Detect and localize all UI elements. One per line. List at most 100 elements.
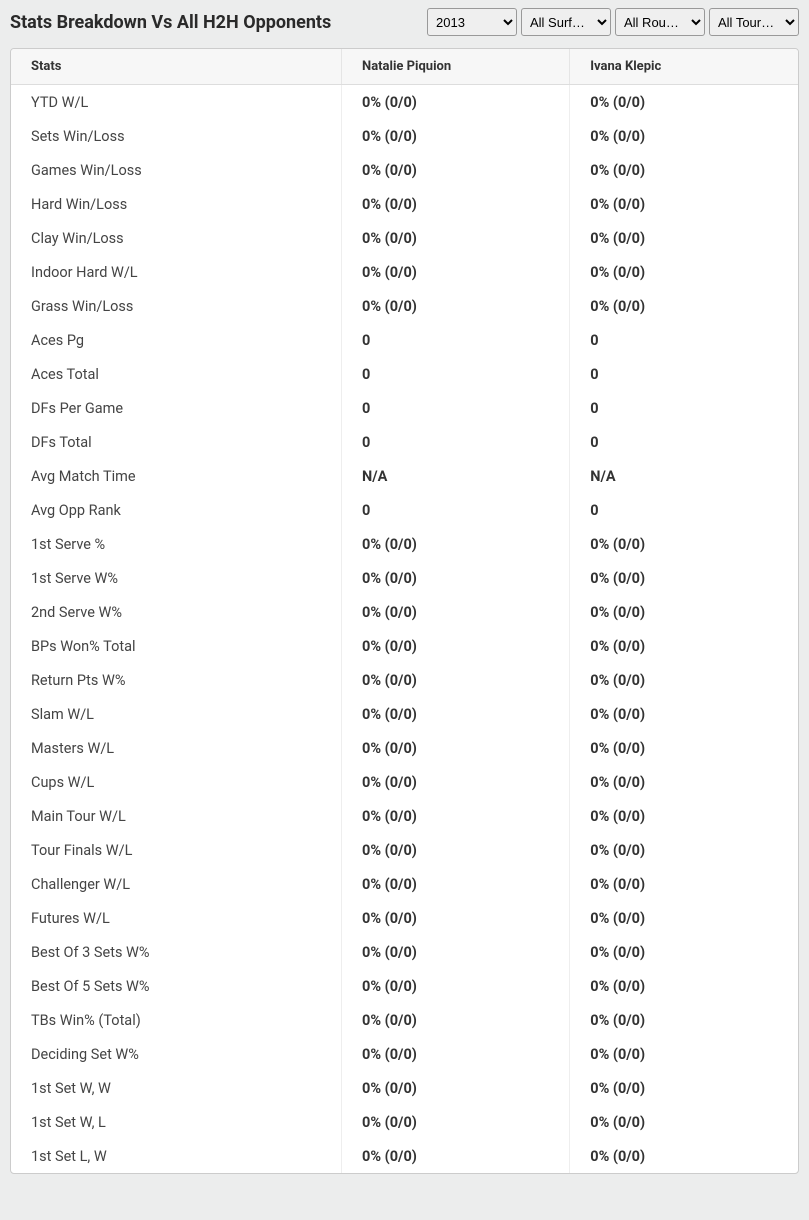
stat-value: 0% (0/0) <box>570 187 798 221</box>
round-select[interactable]: All Rou… <box>615 8 705 36</box>
stat-value: 0% (0/0) <box>570 867 798 901</box>
stat-value: 0% (0/0) <box>342 119 570 153</box>
stat-label: 1st Set W, W <box>11 1071 342 1105</box>
stat-value: 0% (0/0) <box>342 561 570 595</box>
stat-value: 0% (0/0) <box>570 969 798 1003</box>
col-header-player1: Natalie Piquion <box>342 49 570 85</box>
table-row: DFs Per Game00 <box>11 391 798 425</box>
stat-value: 0% (0/0) <box>342 731 570 765</box>
stat-value: 0% (0/0) <box>570 1105 798 1139</box>
stat-value: 0% (0/0) <box>342 697 570 731</box>
stat-value: 0% (0/0) <box>342 935 570 969</box>
stat-label: Avg Match Time <box>11 459 342 493</box>
table-row: Avg Opp Rank00 <box>11 493 798 527</box>
filter-bar: 2013 All Surf… All Rou… All Tour… <box>427 8 799 36</box>
table-row: 1st Set W, L0% (0/0)0% (0/0) <box>11 1105 798 1139</box>
table-row: TBs Win% (Total)0% (0/0)0% (0/0) <box>11 1003 798 1037</box>
tour-select[interactable]: All Tour… <box>709 8 799 36</box>
table-row: Indoor Hard W/L0% (0/0)0% (0/0) <box>11 255 798 289</box>
stat-label: Tour Finals W/L <box>11 833 342 867</box>
stat-value: 0% (0/0) <box>570 153 798 187</box>
stat-value: N/A <box>342 459 570 493</box>
col-header-player2: Ivana Klepic <box>570 49 798 85</box>
stat-value: 0% (0/0) <box>342 153 570 187</box>
table-row: Aces Total00 <box>11 357 798 391</box>
table-row: BPs Won% Total0% (0/0)0% (0/0) <box>11 629 798 663</box>
stat-value: 0 <box>570 493 798 527</box>
table-row: 2nd Serve W%0% (0/0)0% (0/0) <box>11 595 798 629</box>
table-row: Main Tour W/L0% (0/0)0% (0/0) <box>11 799 798 833</box>
stats-table: Stats Natalie Piquion Ivana Klepic YTD W… <box>11 49 798 1173</box>
table-row: 1st Set L, W0% (0/0)0% (0/0) <box>11 1139 798 1173</box>
surface-select[interactable]: All Surf… <box>521 8 611 36</box>
col-header-stats: Stats <box>11 49 342 85</box>
stat-label: Indoor Hard W/L <box>11 255 342 289</box>
stat-label: 1st Serve W% <box>11 561 342 595</box>
table-row: Tour Finals W/L0% (0/0)0% (0/0) <box>11 833 798 867</box>
table-row: 1st Set W, W0% (0/0)0% (0/0) <box>11 1071 798 1105</box>
stats-table-container: Stats Natalie Piquion Ivana Klepic YTD W… <box>10 48 799 1174</box>
stat-value: 0% (0/0) <box>342 629 570 663</box>
stat-label: Futures W/L <box>11 901 342 935</box>
stat-value: 0% (0/0) <box>342 833 570 867</box>
stat-value: 0% (0/0) <box>342 255 570 289</box>
stat-label: Cups W/L <box>11 765 342 799</box>
stat-value: 0% (0/0) <box>342 867 570 901</box>
stat-value: 0% (0/0) <box>342 221 570 255</box>
stat-value: 0% (0/0) <box>570 935 798 969</box>
stat-value: 0% (0/0) <box>342 663 570 697</box>
table-row: Futures W/L0% (0/0)0% (0/0) <box>11 901 798 935</box>
page-title: Stats Breakdown Vs All H2H Opponents <box>10 12 331 33</box>
stat-value: 0% (0/0) <box>570 765 798 799</box>
stat-value: 0% (0/0) <box>342 527 570 561</box>
stat-label: DFs Per Game <box>11 391 342 425</box>
stat-label: DFs Total <box>11 425 342 459</box>
stat-label: BPs Won% Total <box>11 629 342 663</box>
table-row: Slam W/L0% (0/0)0% (0/0) <box>11 697 798 731</box>
stat-value: 0 <box>342 391 570 425</box>
stat-value: 0% (0/0) <box>570 1037 798 1071</box>
table-row: Cups W/L0% (0/0)0% (0/0) <box>11 765 798 799</box>
stat-value: 0% (0/0) <box>570 527 798 561</box>
table-row: YTD W/L0% (0/0)0% (0/0) <box>11 85 798 120</box>
table-row: Deciding Set W%0% (0/0)0% (0/0) <box>11 1037 798 1071</box>
table-row: DFs Total00 <box>11 425 798 459</box>
stat-label: Deciding Set W% <box>11 1037 342 1071</box>
table-row: Games Win/Loss0% (0/0)0% (0/0) <box>11 153 798 187</box>
stat-value: 0% (0/0) <box>342 901 570 935</box>
table-row: Best Of 3 Sets W%0% (0/0)0% (0/0) <box>11 935 798 969</box>
table-row: Sets Win/Loss0% (0/0)0% (0/0) <box>11 119 798 153</box>
stat-value: 0% (0/0) <box>342 1037 570 1071</box>
table-row: Best Of 5 Sets W%0% (0/0)0% (0/0) <box>11 969 798 1003</box>
stat-value: 0% (0/0) <box>570 833 798 867</box>
stat-label: Main Tour W/L <box>11 799 342 833</box>
stat-value: 0% (0/0) <box>342 969 570 1003</box>
page-header: Stats Breakdown Vs All H2H Opponents 201… <box>0 0 809 44</box>
stat-label: Aces Total <box>11 357 342 391</box>
stat-label: Hard Win/Loss <box>11 187 342 221</box>
table-row: Clay Win/Loss0% (0/0)0% (0/0) <box>11 221 798 255</box>
stat-value: 0 <box>342 323 570 357</box>
stat-value: 0% (0/0) <box>570 697 798 731</box>
stat-value: 0% (0/0) <box>342 1139 570 1173</box>
stat-value: 0% (0/0) <box>342 765 570 799</box>
stat-value: 0 <box>570 391 798 425</box>
year-select[interactable]: 2013 <box>427 8 517 36</box>
stat-value: 0% (0/0) <box>570 1139 798 1173</box>
stat-value: 0% (0/0) <box>570 629 798 663</box>
stat-label: YTD W/L <box>11 85 342 120</box>
table-row: Masters W/L0% (0/0)0% (0/0) <box>11 731 798 765</box>
stat-value: 0% (0/0) <box>570 119 798 153</box>
stat-value: 0% (0/0) <box>342 595 570 629</box>
stat-value: 0% (0/0) <box>342 187 570 221</box>
stat-value: 0 <box>342 357 570 391</box>
stat-label: 1st Set L, W <box>11 1139 342 1173</box>
stat-value: 0% (0/0) <box>570 1003 798 1037</box>
stat-label: TBs Win% (Total) <box>11 1003 342 1037</box>
stat-value: 0% (0/0) <box>570 663 798 697</box>
stat-label: Sets Win/Loss <box>11 119 342 153</box>
stat-value: 0% (0/0) <box>342 799 570 833</box>
stat-value: 0 <box>570 323 798 357</box>
table-row: Return Pts W%0% (0/0)0% (0/0) <box>11 663 798 697</box>
stat-label: 1st Serve % <box>11 527 342 561</box>
